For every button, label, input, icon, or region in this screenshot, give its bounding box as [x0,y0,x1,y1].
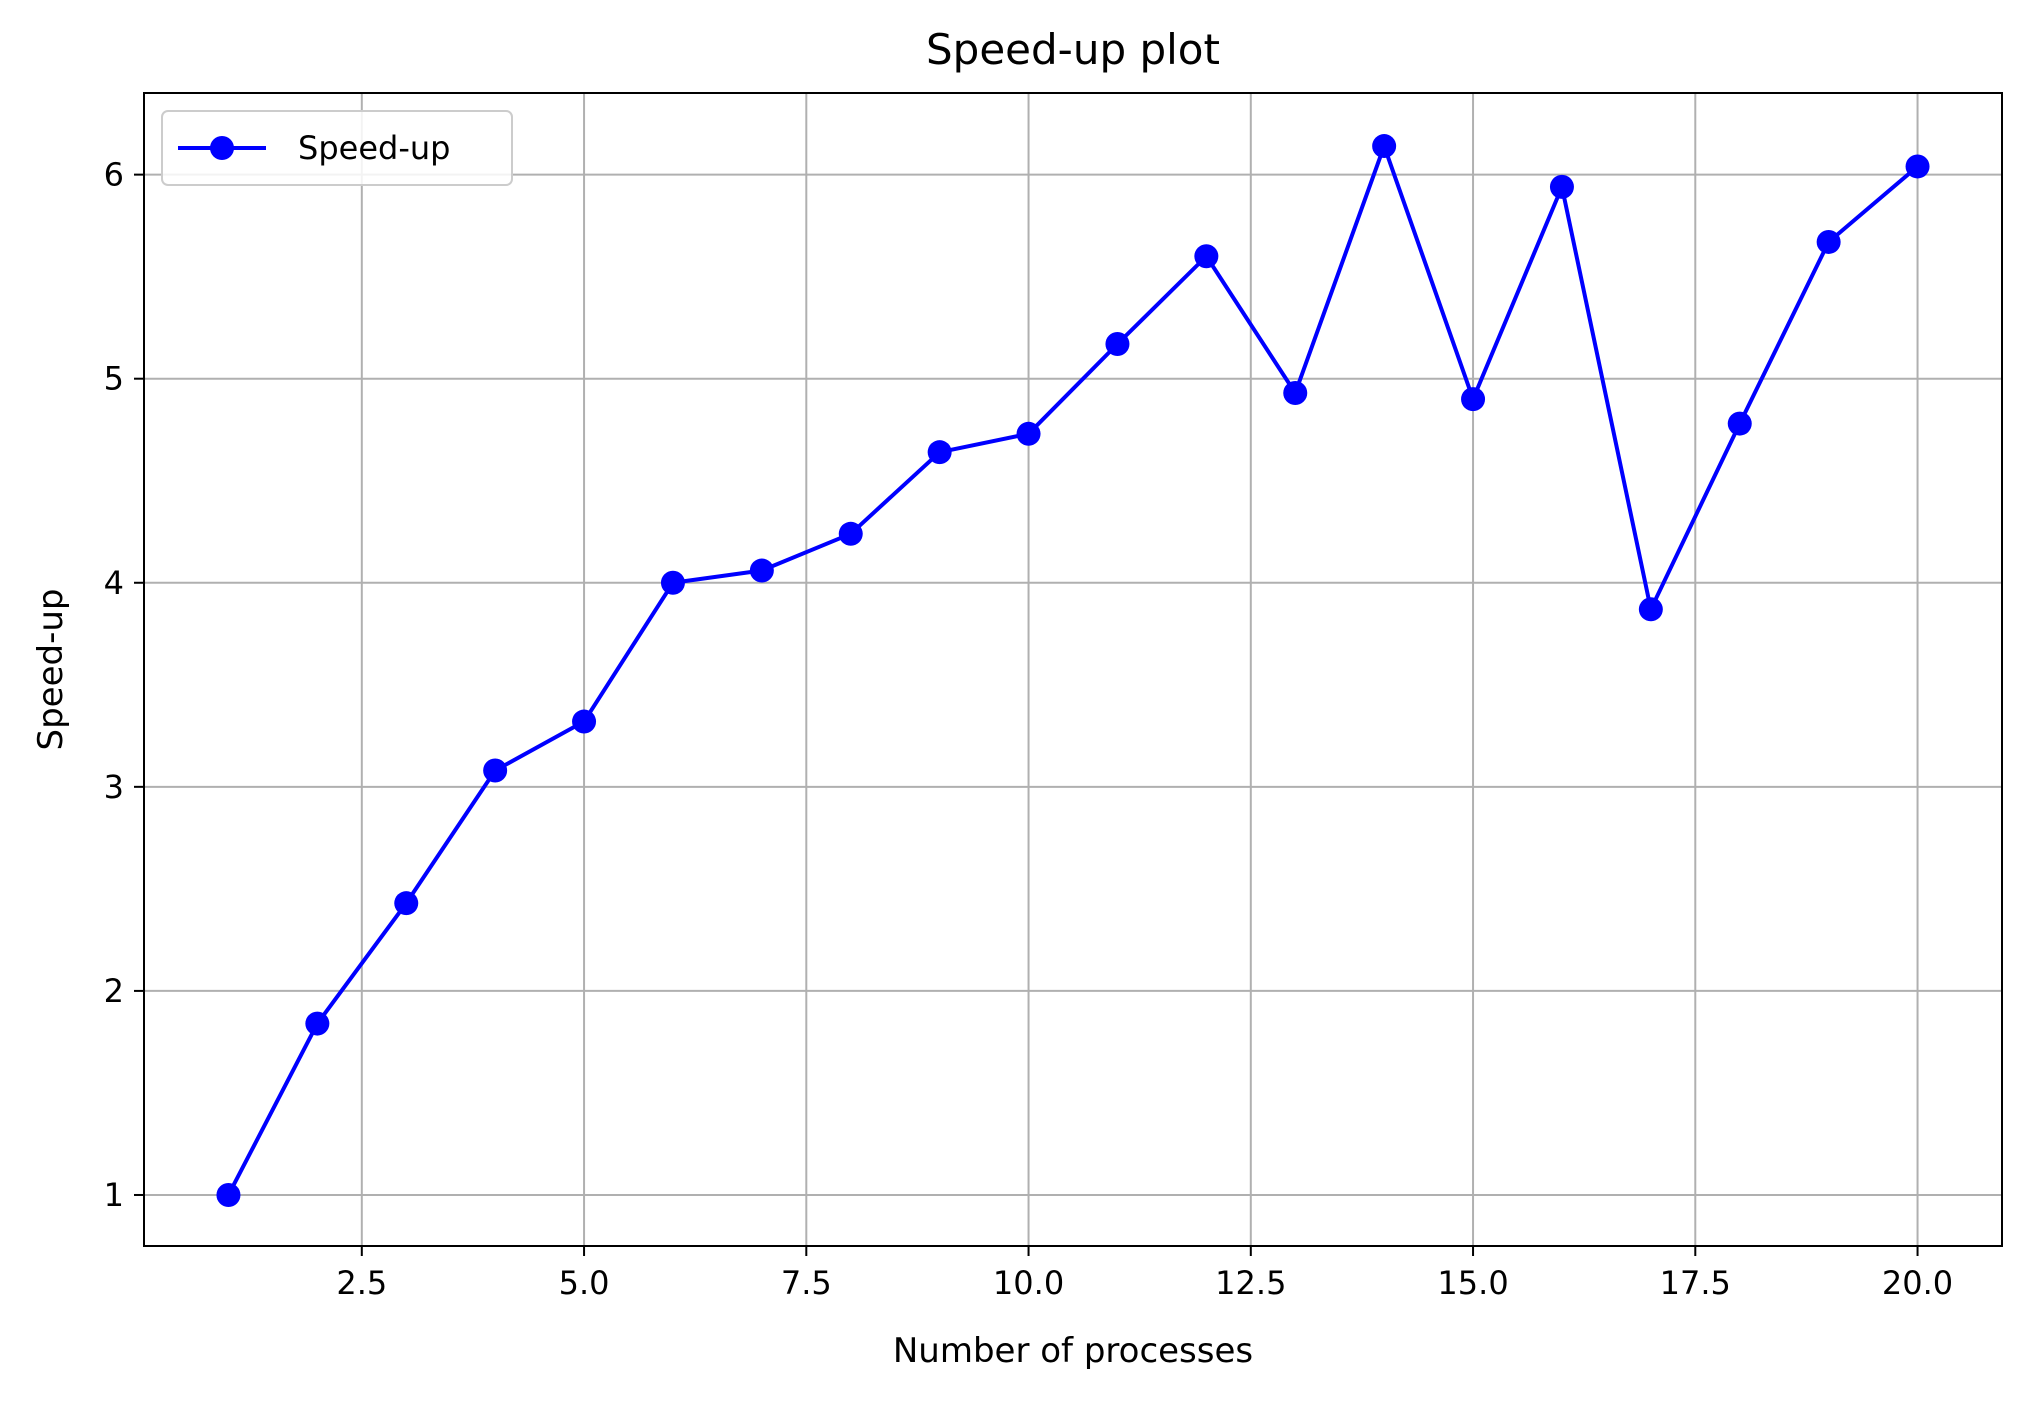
y-tick-label: 3 [104,768,124,806]
y-tick-label: 5 [104,360,124,398]
x-tick-label: 5.0 [559,1264,610,1302]
x-tick-label: 20.0 [1882,1264,1953,1302]
data-point [572,709,597,734]
data-point [483,758,508,783]
y-axis-label: Speed-up [31,589,71,751]
y-tick-label: 4 [104,564,124,602]
legend-entry-label: Speed-up [298,129,450,167]
data-point [1372,134,1397,159]
data-point [660,570,685,595]
data-point [216,1182,241,1207]
legend: Speed-up [161,110,513,186]
plot-frame [143,92,2003,1247]
data-point [1283,380,1308,405]
series-line [226,144,1919,1196]
data-point [1105,332,1130,357]
data-series [216,134,1930,1207]
grid [144,93,2002,1246]
data-point [394,891,419,916]
data-point [1016,421,1041,446]
x-tick-label: 17.5 [1660,1264,1731,1302]
data-point [1549,174,1574,199]
x-axis-label: Number of processes [893,1331,1253,1371]
data-point [305,1011,330,1036]
data-point [1461,387,1486,412]
data-point [1905,154,1930,179]
data-point [749,558,774,583]
legend-marker-icon [210,136,234,160]
axis-ticks: 2.5 5.0 7.5 10.0 12.5 15.0 17.5 20.0 1 2 3 4 5 6 [104,156,1954,1302]
data-point [1816,229,1841,254]
y-tick-label: 2 [104,972,124,1010]
legend-box [161,110,513,186]
x-tick-label: 2.5 [336,1264,387,1302]
y-tick-label: 1 [104,1176,124,1214]
x-tick-label: 12.5 [1215,1264,1286,1302]
y-tick-label: 6 [104,156,124,194]
x-tick-label: 7.5 [781,1264,832,1302]
chart-title: Speed-up plot [926,25,1220,74]
data-point [1638,597,1663,622]
data-point [1194,244,1219,269]
x-tick-label: 15.0 [1437,1264,1508,1302]
data-point [1727,411,1752,436]
x-tick-label: 10.0 [993,1264,1064,1302]
data-point [927,440,952,465]
data-point [838,521,863,546]
